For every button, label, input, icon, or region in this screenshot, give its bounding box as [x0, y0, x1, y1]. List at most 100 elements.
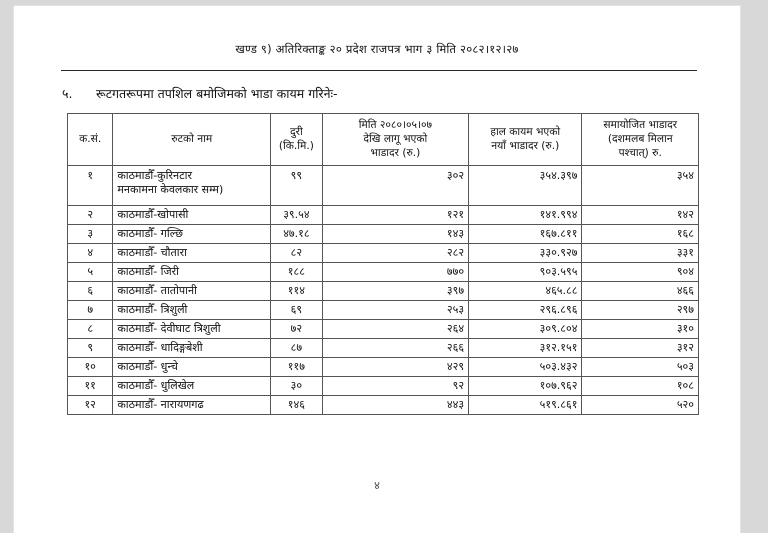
cell-old-fare: २८२ [321, 242, 470, 263]
table-row: ७ काठमाडौँ- त्रिशुली ६९ २५३ २९६.८९६ २९७ [66, 299, 699, 321]
column-header-route: रुटको नाम [112, 113, 272, 166]
table-header-row: क.सं. रुटको नाम दुरी (कि.मि.) मिति २०८०।… [66, 113, 699, 166]
cell-serial: १ [66, 164, 114, 206]
cell-serial: १० [66, 357, 114, 378]
distance-header-line2: (कि.मि.) [278, 140, 314, 153]
cell-old-fare: १२१ [321, 204, 470, 225]
cell-new-fare: ३३०.९२७ [468, 242, 583, 263]
table-row: ५ काठमाडौँ- जिरी १८८ ७७० ९०३.५९५ ९०४ [66, 261, 699, 282]
cell-distance: ८२ [270, 242, 323, 263]
old-fare-header-line2: देखि लागू भएको [363, 133, 428, 146]
cell-old-fare: ४२९ [321, 357, 470, 378]
distance-header-line1: दुरी [290, 126, 303, 139]
page-content: खण्ड ९) अतिरिक्ताङ्क २० प्रदेश राजपत्र भ… [14, 6, 740, 533]
cell-adjusted-fare: ३१० [581, 319, 699, 340]
gazette-header: खण्ड ९) अतिरिक्ताङ्क २० प्रदेश राजपत्र भ… [235, 42, 519, 56]
header-divider [61, 70, 697, 71]
cell-distance: ९९ [270, 164, 323, 206]
cell-route: काठमाडौँ- त्रिशुली [112, 299, 272, 321]
cell-new-fare: ५०३.४३२ [468, 357, 583, 378]
cell-new-fare: ३५४.३९७ [468, 164, 583, 206]
cell-serial: २ [66, 204, 114, 225]
cell-adjusted-fare: ९०४ [581, 261, 699, 282]
section-title: रूटगतरूपमा तपशिल बमोजिमको भाडा कायम गरिन… [96, 86, 338, 101]
cell-route: काठमाडौँ- जिरी [112, 261, 272, 282]
table-row: १ काठमाडौँ-कुरिनटार मनकामना केवलकार सम्म)… [66, 164, 699, 206]
cell-adjusted-fare: ५२० [581, 395, 699, 416]
cell-old-fare: ३९७ [321, 280, 470, 301]
cell-route: काठमाडौँ-कुरिनटार मनकामना केवलकार सम्म) [112, 164, 272, 206]
cell-distance: ३० [270, 376, 323, 397]
cell-distance: १४६ [270, 395, 323, 416]
cell-distance: ७२ [270, 319, 323, 340]
cell-new-fare: ३१२.१५१ [468, 338, 583, 359]
cell-new-fare: ५१९.८६१ [468, 395, 583, 416]
cell-old-fare: १४३ [321, 223, 470, 244]
page-number: ४ [374, 479, 380, 492]
cell-serial: ७ [66, 299, 114, 321]
cell-new-fare: ४६५.८८ [468, 280, 583, 301]
cell-new-fare: २९६.८९६ [468, 299, 583, 321]
cell-adjusted-fare: १४२ [581, 204, 699, 225]
old-fare-header-line3: भाडादर (रु.) [370, 147, 421, 160]
table-row: १० काठमाडौँ- धुन्चे ११७ ४२९ ५०३.४३२ ५०३ [66, 357, 699, 378]
cell-distance: ११४ [270, 280, 323, 301]
cell-route: काठमाडौँ- धुलिखेल [112, 376, 272, 397]
document-page: खण्ड ९) अतिरिक्ताङ्क २० प्रदेश राजपत्र भ… [14, 6, 740, 533]
table-row: २ काठमाडौँ-खोपासी ३९.५४ १२१ १४१.९९४ १४२ [66, 204, 699, 225]
adjusted-fare-header-line3: पश्चात्) रु. [618, 147, 662, 160]
route-line2: मनकामना केवलकार सम्म) [117, 182, 224, 196]
table-row: ९ काठमाडौँ- धादिङ्गबेशी ८७ २६६ ३१२.१५१ ३… [66, 338, 699, 359]
cell-new-fare: १६७.८११ [468, 223, 583, 244]
cell-adjusted-fare: ५०३ [581, 357, 699, 378]
cell-adjusted-fare: ३१२ [581, 338, 699, 359]
cell-serial: ५ [66, 261, 114, 282]
route-line1: काठमाडौँ-कुरिनटार [117, 168, 192, 182]
cell-serial: ६ [66, 280, 114, 301]
cell-distance: ८७ [270, 338, 323, 359]
table-row: ४ काठमाडौँ- चौतारा ८२ २८२ ३३०.९२७ ३३१ [66, 242, 699, 263]
cell-route: काठमाडौँ- धुन्चे [112, 357, 272, 378]
section-heading: ५. रूटगतरूपमा तपशिल बमोजिमको भाडा कायम गर… [62, 85, 702, 102]
new-fare-header-line1: हाल कायम भएको [490, 126, 561, 139]
cell-adjusted-fare: ३५४ [581, 164, 699, 206]
cell-serial: १२ [66, 395, 114, 416]
cell-old-fare: ३०२ [321, 164, 470, 206]
cell-route: काठमाडौँ-खोपासी [112, 204, 272, 225]
table-row: ३ काठमाडौँ- गल्छि ४७.१८ १४३ १६७.८११ १६८ [66, 223, 699, 244]
cell-adjusted-fare: ४६६ [581, 280, 699, 301]
column-header-adjusted-fare: समायोजित भाडादर (दशमलब मिलान पश्चात्) रु… [581, 113, 699, 166]
cell-route: काठमाडौँ- धादिङ्गबेशी [112, 338, 272, 359]
cell-old-fare: ९२ [321, 376, 470, 397]
table-row: १२ काठमाडौँ- नारायणगढ १४६ ४४३ ५१९.८६१ ५२… [66, 395, 699, 416]
cell-route: काठमाडौँ- गल्छि [112, 223, 272, 244]
cell-new-fare: १४१.९९४ [468, 204, 583, 225]
cell-adjusted-fare: १६८ [581, 223, 699, 244]
cell-distance: ६९ [270, 299, 323, 321]
cell-old-fare: २५३ [321, 299, 470, 321]
column-header-distance: दुरी (कि.मि.) [270, 113, 323, 166]
cell-distance: ४७.१८ [270, 223, 323, 244]
cell-old-fare: ७७० [321, 261, 470, 282]
column-header-new-fare: हाल कायम भएको नयाँ भाडादर (रु.) [468, 113, 583, 166]
cell-route: काठमाडौँ- नारायणगढ [112, 395, 272, 416]
cell-distance: ११७ [270, 357, 323, 378]
cell-serial: ९ [66, 338, 114, 359]
cell-old-fare: २६६ [321, 338, 470, 359]
adjusted-fare-header-line2: (दशमलब मिलान [607, 133, 673, 146]
table-row: ८ काठमाडौँ- देवीघाट त्रिशुली ७२ २६४ ३०९.… [66, 319, 699, 340]
column-header-old-fare: मिति २०८०।०५।०७ देखि लागू भएको भाडादर (र… [321, 113, 470, 166]
cell-distance: १८८ [270, 261, 323, 282]
cell-adjusted-fare: ३३१ [581, 242, 699, 263]
cell-adjusted-fare: २९७ [581, 299, 699, 321]
cell-new-fare: ९०३.५९५ [468, 261, 583, 282]
cell-route: काठमाडौँ- देवीघाट त्रिशुली [112, 319, 272, 340]
new-fare-header-line2: नयाँ भाडादर (रु.) [491, 140, 560, 153]
column-header-serial: क.सं. [66, 113, 114, 166]
cell-new-fare: ३०९.८०४ [468, 319, 583, 340]
cell-serial: ८ [66, 319, 114, 340]
cell-serial: ३ [66, 223, 114, 244]
cell-route: काठमाडौँ- चौतारा [112, 242, 272, 263]
cell-old-fare: २६४ [321, 319, 470, 340]
cell-new-fare: १०७.९६२ [468, 376, 583, 397]
